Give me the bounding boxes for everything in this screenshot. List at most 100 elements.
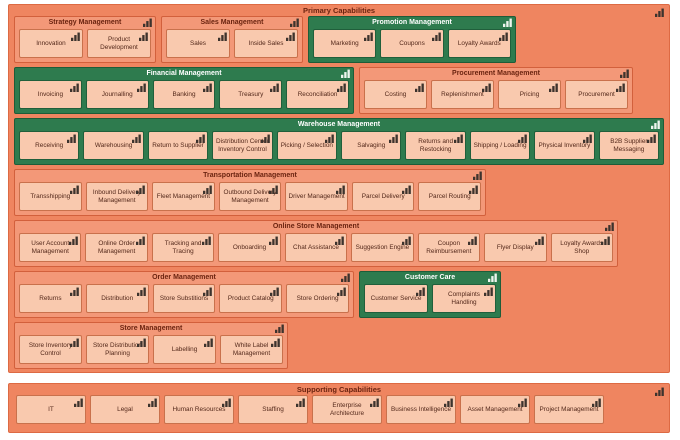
capability-procurement[interactable]: Procurement bbox=[565, 80, 628, 109]
bar-chart-icon bbox=[69, 83, 79, 92]
capability-user-account-management[interactable]: User Account Management bbox=[19, 233, 82, 262]
capability-journalling[interactable]: Journalling bbox=[85, 80, 149, 109]
capability-online-order-management[interactable]: Online Order Management bbox=[85, 233, 148, 262]
capability-transshipping[interactable]: Transshipping bbox=[19, 182, 82, 211]
capability-returns-and-restocking[interactable]: Returns and Restocking bbox=[405, 131, 466, 160]
capability-innovation[interactable]: Innovation bbox=[19, 29, 83, 58]
capability-complaints-handling[interactable]: Complaints Handling bbox=[432, 284, 496, 313]
capability-label: Business Intelligence bbox=[390, 405, 452, 413]
bar-chart-icon bbox=[389, 134, 399, 143]
primary-capabilities-container[interactable]: Primary Capabilities Strategy Management… bbox=[8, 4, 670, 373]
group-promotion-management[interactable]: Promotion Management Marketing Coupons Loya… bbox=[308, 16, 516, 63]
capability-staffing[interactable]: Staffing bbox=[238, 395, 308, 424]
capability-tracking-and-tracing[interactable]: Tracking and Tracing bbox=[151, 233, 215, 262]
capability-product-catalog[interactable]: Product Catalog bbox=[219, 284, 283, 313]
capability-loyalty-awards[interactable]: Loyalty Awards bbox=[447, 29, 511, 58]
capability-label: Distribution Center Inventory Control bbox=[215, 138, 269, 153]
bar-chart-icon bbox=[203, 287, 213, 296]
capability-store-ordering[interactable]: Store Ordering bbox=[286, 284, 349, 313]
capability-suggestion-engine[interactable]: Suggestion Engine bbox=[351, 233, 414, 262]
supporting-capabilities-container[interactable]: Supporting Capabilities IT Legal Human Res… bbox=[8, 383, 670, 433]
capability-store-distribution-planning[interactable]: Store Distribution Planning bbox=[86, 335, 149, 364]
capability-white-label-management[interactable]: White Label Management bbox=[220, 335, 283, 364]
group-strategy-management[interactable]: Strategy Management Innovation Product Dev… bbox=[14, 16, 156, 63]
capability-physical-inventory[interactable]: Physical Inventory bbox=[534, 131, 595, 160]
group-procurement-management[interactable]: Procurement Management Costing Replenishme… bbox=[359, 67, 633, 114]
capability-label: Pricing bbox=[519, 90, 540, 98]
capability-store-substitions[interactable]: Store Substitions bbox=[152, 284, 216, 313]
capability-parcel-delivery[interactable]: Parcel Delivery bbox=[351, 182, 415, 211]
group-body: User Account Management Online Order Mana… bbox=[15, 233, 617, 266]
capability-onboarding[interactable]: Onboarding bbox=[218, 233, 281, 262]
capability-driver-management[interactable]: Driver Management bbox=[285, 182, 348, 211]
capability-coupon-reimbursement[interactable]: Coupon Reimbursement bbox=[417, 233, 481, 262]
capability-b2b-supplier-messaging[interactable]: B2B Supplier Messaging bbox=[598, 131, 660, 160]
capability-coupons[interactable]: Coupons bbox=[380, 29, 444, 58]
capability-outbound-delivery-management[interactable]: Outbound Delivery Management bbox=[218, 182, 282, 211]
bar-chart-icon bbox=[70, 338, 79, 347]
capability-treasury[interactable]: Treasury bbox=[219, 80, 283, 109]
capability-label: Journalling bbox=[101, 90, 133, 98]
group-order-management[interactable]: Order Management Returns Distribution Store… bbox=[14, 271, 354, 318]
capability-returns[interactable]: Returns bbox=[19, 284, 82, 313]
capability-fleet-management[interactable]: Fleet Management bbox=[152, 182, 215, 211]
capability-distribution[interactable]: Distribution bbox=[85, 284, 149, 313]
capability-label: Returns bbox=[39, 294, 62, 302]
group-store-management[interactable]: Store Management Store Inventory Control S… bbox=[14, 322, 288, 369]
bar-chart-icon bbox=[364, 32, 374, 41]
group-customer-care[interactable]: Customer Care Customer Service Complaints … bbox=[359, 271, 501, 318]
capability-sales[interactable]: Sales bbox=[166, 29, 230, 58]
bar-chart-icon bbox=[336, 287, 346, 296]
capability-label: Parcel Routing bbox=[428, 192, 471, 200]
capability-label: Legal bbox=[117, 405, 133, 413]
group-header: Store Management bbox=[15, 323, 287, 335]
capability-business-intelligence[interactable]: Business Intelligence bbox=[386, 395, 456, 424]
group-financial-management[interactable]: Financial Management Invoicing Journalling… bbox=[14, 67, 354, 114]
group-warehouse-management[interactable]: Warehouse Management Receiving Warehousing… bbox=[14, 118, 664, 165]
capability-inside-sales[interactable]: Inside Sales bbox=[234, 29, 298, 58]
capability-project-management[interactable]: Project Management bbox=[534, 395, 604, 424]
capability-replenishment[interactable]: Replenishment bbox=[431, 80, 494, 109]
capability-salvaging[interactable]: Salvaging bbox=[341, 131, 402, 160]
capability-flyer-display[interactable]: Flyer Display bbox=[484, 233, 547, 262]
group-online-store-management[interactable]: Online Store Management User Account Mana… bbox=[14, 220, 618, 267]
capability-enterprise-architecture[interactable]: Enterprise Architecture bbox=[312, 395, 382, 424]
capability-distribution-center-inventory-control[interactable]: Distribution Center Inventory Control bbox=[212, 131, 273, 160]
bar-chart-icon bbox=[416, 287, 425, 296]
capability-legal[interactable]: Legal bbox=[90, 395, 160, 424]
capability-loyalty-awards-shop[interactable]: Loyalty Awards Shop bbox=[550, 233, 613, 262]
capability-parcel-routing[interactable]: Parcel Routing bbox=[418, 182, 482, 211]
capability-banking[interactable]: Banking bbox=[152, 80, 216, 109]
capability-invoicing[interactable]: Invoicing bbox=[19, 80, 82, 109]
bar-chart-icon bbox=[549, 83, 558, 92]
group-transportation-management[interactable]: Transportation Management Transshipping In… bbox=[14, 169, 486, 216]
capability-label: Procurement bbox=[578, 90, 615, 98]
capability-label: Onboarding bbox=[232, 243, 267, 251]
capability-shipping-loading[interactable]: Shipping / Loading bbox=[469, 131, 531, 160]
capability-chat-assistance[interactable]: Chat Assistance bbox=[284, 233, 348, 262]
capability-reconciliation[interactable]: Reconciliation bbox=[286, 80, 349, 109]
capability-human-resources[interactable]: Human Resources bbox=[164, 395, 234, 424]
capability-inbound-delivery-management[interactable]: Inbound Delivery Management bbox=[85, 182, 149, 211]
capability-picking-selection[interactable]: Picking / Selection bbox=[276, 131, 338, 160]
capability-asset-management[interactable]: Asset Management bbox=[460, 395, 530, 424]
capability-label: Physical Inventory bbox=[538, 141, 591, 149]
capability-return-to-supplier[interactable]: Return to Supplier bbox=[147, 131, 209, 160]
capability-marketing[interactable]: Marketing bbox=[313, 29, 377, 58]
bar-chart-icon bbox=[290, 18, 299, 27]
capability-costing[interactable]: Costing bbox=[364, 80, 427, 109]
capability-product-development[interactable]: Product Development bbox=[87, 29, 151, 58]
capability-row: Order Management Returns Distribution Store… bbox=[14, 271, 664, 318]
capability-customer-service[interactable]: Customer Service bbox=[364, 284, 428, 313]
capability-warehousing[interactable]: Warehousing bbox=[83, 131, 144, 160]
group-sales-management[interactable]: Sales Management Sales Inside Sales bbox=[161, 16, 303, 63]
capability-labelling[interactable]: Labelling bbox=[153, 335, 216, 364]
bar-chart-icon bbox=[431, 32, 441, 41]
capability-label: Sales bbox=[190, 39, 206, 47]
capability-receiving[interactable]: Receiving bbox=[19, 131, 80, 160]
capability-store-inventory-control[interactable]: Store Inventory Control bbox=[19, 335, 82, 364]
capability-it[interactable]: IT bbox=[16, 395, 86, 424]
capability-pricing[interactable]: Pricing bbox=[498, 80, 561, 109]
bar-chart-icon bbox=[139, 32, 148, 41]
